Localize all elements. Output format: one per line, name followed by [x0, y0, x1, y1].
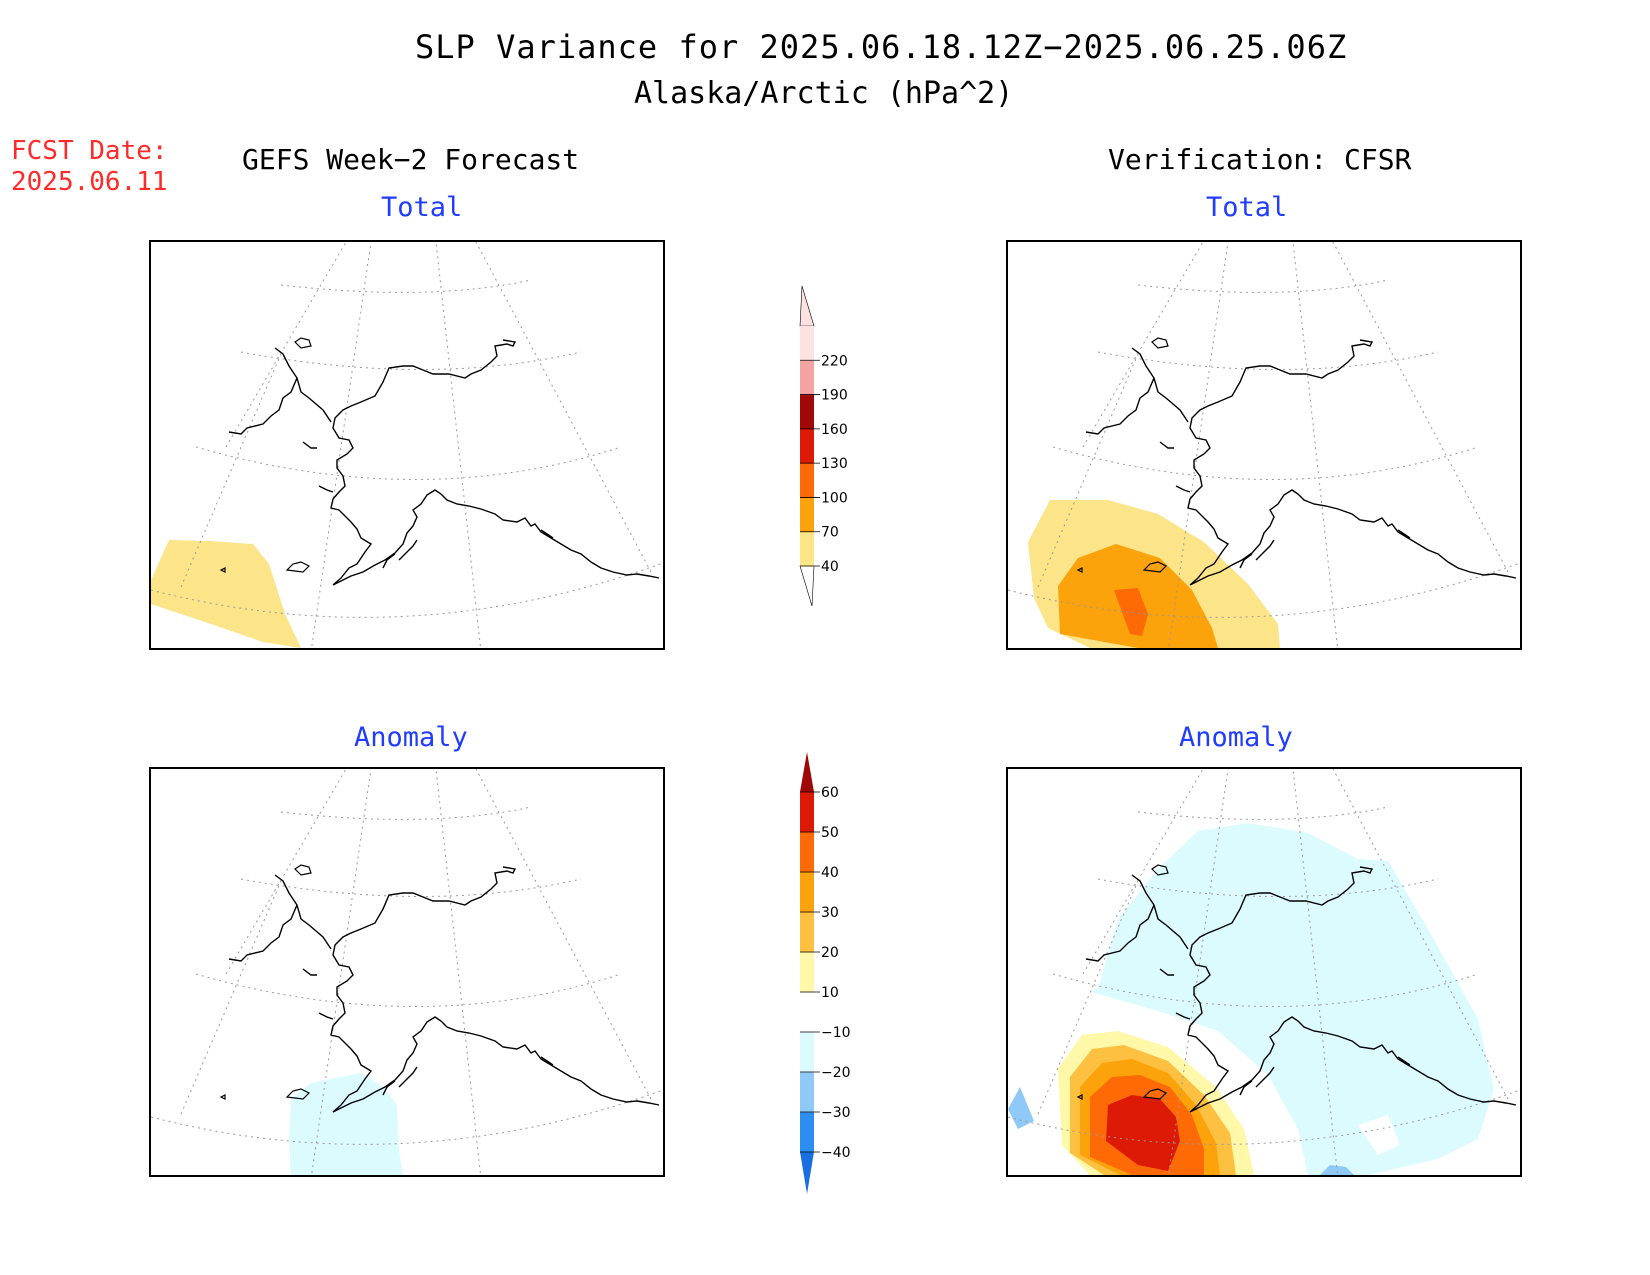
fcst-date-value: 2025.06.11: [11, 167, 168, 197]
colorbar-anomaly-svg: −40 −30 −20 −10 10 20 30 40 50 60: [800, 752, 851, 1194]
colorbar-total-upper-tip: [799, 285, 815, 327]
colorbar-total: 40 70 100 130 160 190 220: [790, 282, 870, 612]
colorbar-anomaly-tick-label-1: −30: [821, 1105, 851, 1121]
anomaly-shade-50-60: [1106, 1095, 1180, 1171]
colorbar-anomaly-tick-label-9: 60: [821, 785, 839, 801]
column-heading-verification: Verification: CFSR: [1108, 143, 1412, 176]
map-verification-total: [1006, 240, 1522, 650]
colorbar-total-tick-label-4: 160: [821, 422, 848, 438]
map-forecast-total: [149, 240, 665, 650]
colorbar-anomaly-swatch-1: [800, 1072, 814, 1113]
colorbar-anomaly-upper-tip: [800, 752, 814, 792]
map-forecast-anomaly: [149, 767, 665, 1177]
colorbar-total-swatch-2: [800, 463, 814, 498]
column-heading-forecast: GEFS Week−2 Forecast: [242, 143, 580, 176]
colorbar-anomaly: −40 −30 −20 −10 10 20 30 40 50 60: [790, 752, 870, 1202]
colorbar-anomaly-tick-label-7: 40: [821, 865, 839, 881]
anomaly-white-hole: [1358, 1115, 1400, 1155]
colorbar-total-svg: 40 70 100 130 160 190 220: [799, 285, 848, 607]
colorbar-total-swatch-0: [800, 531, 814, 567]
colorbar-anomaly-swatch-2: [800, 1032, 814, 1073]
colorbar-total-tick-label-6: 220: [821, 353, 848, 369]
total-shade-40-70: [151, 540, 301, 648]
colorbar-anomaly-tick-label-2: −20: [821, 1065, 851, 1081]
colorbar-total-swatch-4: [800, 394, 814, 430]
page-title: SLP Variance for 2025.06.18.12Z−2025.06.…: [415, 28, 1348, 66]
colorbar-anomaly-tick-label-8: 50: [821, 825, 839, 841]
page-subtitle: Alaska/Arctic (hPa^2): [634, 76, 1014, 111]
colorbar-anomaly-swatch-7: [800, 832, 814, 873]
anomaly-shade-minus20-minus30: [1008, 1087, 1034, 1129]
colorbar-total-tick-label-2: 100: [821, 490, 848, 506]
colorbar-anomaly-tick-label-4: 10: [821, 985, 839, 1001]
colorbar-total-tick-label-3: 130: [821, 456, 848, 472]
colorbar-anomaly-swatch-4: [800, 952, 814, 993]
panel-label-verification-total: Total: [1206, 192, 1288, 223]
colorbar-anomaly-lower-tip: [800, 1152, 814, 1194]
colorbar-anomaly-tick-label-6: 30: [821, 905, 839, 921]
colorbar-anomaly-swatch-3: [800, 992, 814, 1033]
colorbar-anomaly-swatch-8: [800, 792, 814, 833]
anomaly-shade-minus10-minus20: [1088, 823, 1494, 1175]
colorbar-anomaly-swatch-0: [800, 1112, 814, 1153]
colorbar-total-lower-tip: [799, 565, 815, 607]
colorbar-anomaly-tick-label-0: −40: [821, 1145, 851, 1161]
colorbar-total-swatch-6: [800, 326, 814, 361]
panel-label-forecast-total: Total: [381, 192, 463, 223]
colorbar-total-swatch-1: [800, 497, 814, 533]
colorbar-total-swatch-3: [800, 428, 814, 464]
colorbar-total-swatch-5: [800, 360, 814, 396]
colorbar-anomaly-swatch-5: [800, 912, 814, 953]
total-shade-100-130: [1114, 588, 1148, 636]
panel-label-verification-anomaly: Anomaly: [1179, 722, 1293, 753]
anomaly-shade-minus10-minus20: [289, 1073, 403, 1175]
map-verification-anomaly: [1006, 767, 1522, 1177]
colorbar-anomaly-tick-label-5: 20: [821, 945, 839, 961]
fcst-date-label: FCST Date:: [11, 136, 168, 166]
colorbar-total-tick-label-0: 40: [821, 559, 839, 575]
anomaly-shade-minus20-minus30-south: [1320, 1165, 1354, 1175]
colorbar-total-tick-label-5: 190: [821, 388, 848, 404]
panel-label-forecast-anomaly: Anomaly: [354, 722, 468, 753]
colorbar-anomaly-swatch-6: [800, 872, 814, 913]
colorbar-anomaly-tick-label-3: −10: [821, 1025, 851, 1041]
colorbar-total-tick-label-1: 70: [821, 525, 839, 541]
